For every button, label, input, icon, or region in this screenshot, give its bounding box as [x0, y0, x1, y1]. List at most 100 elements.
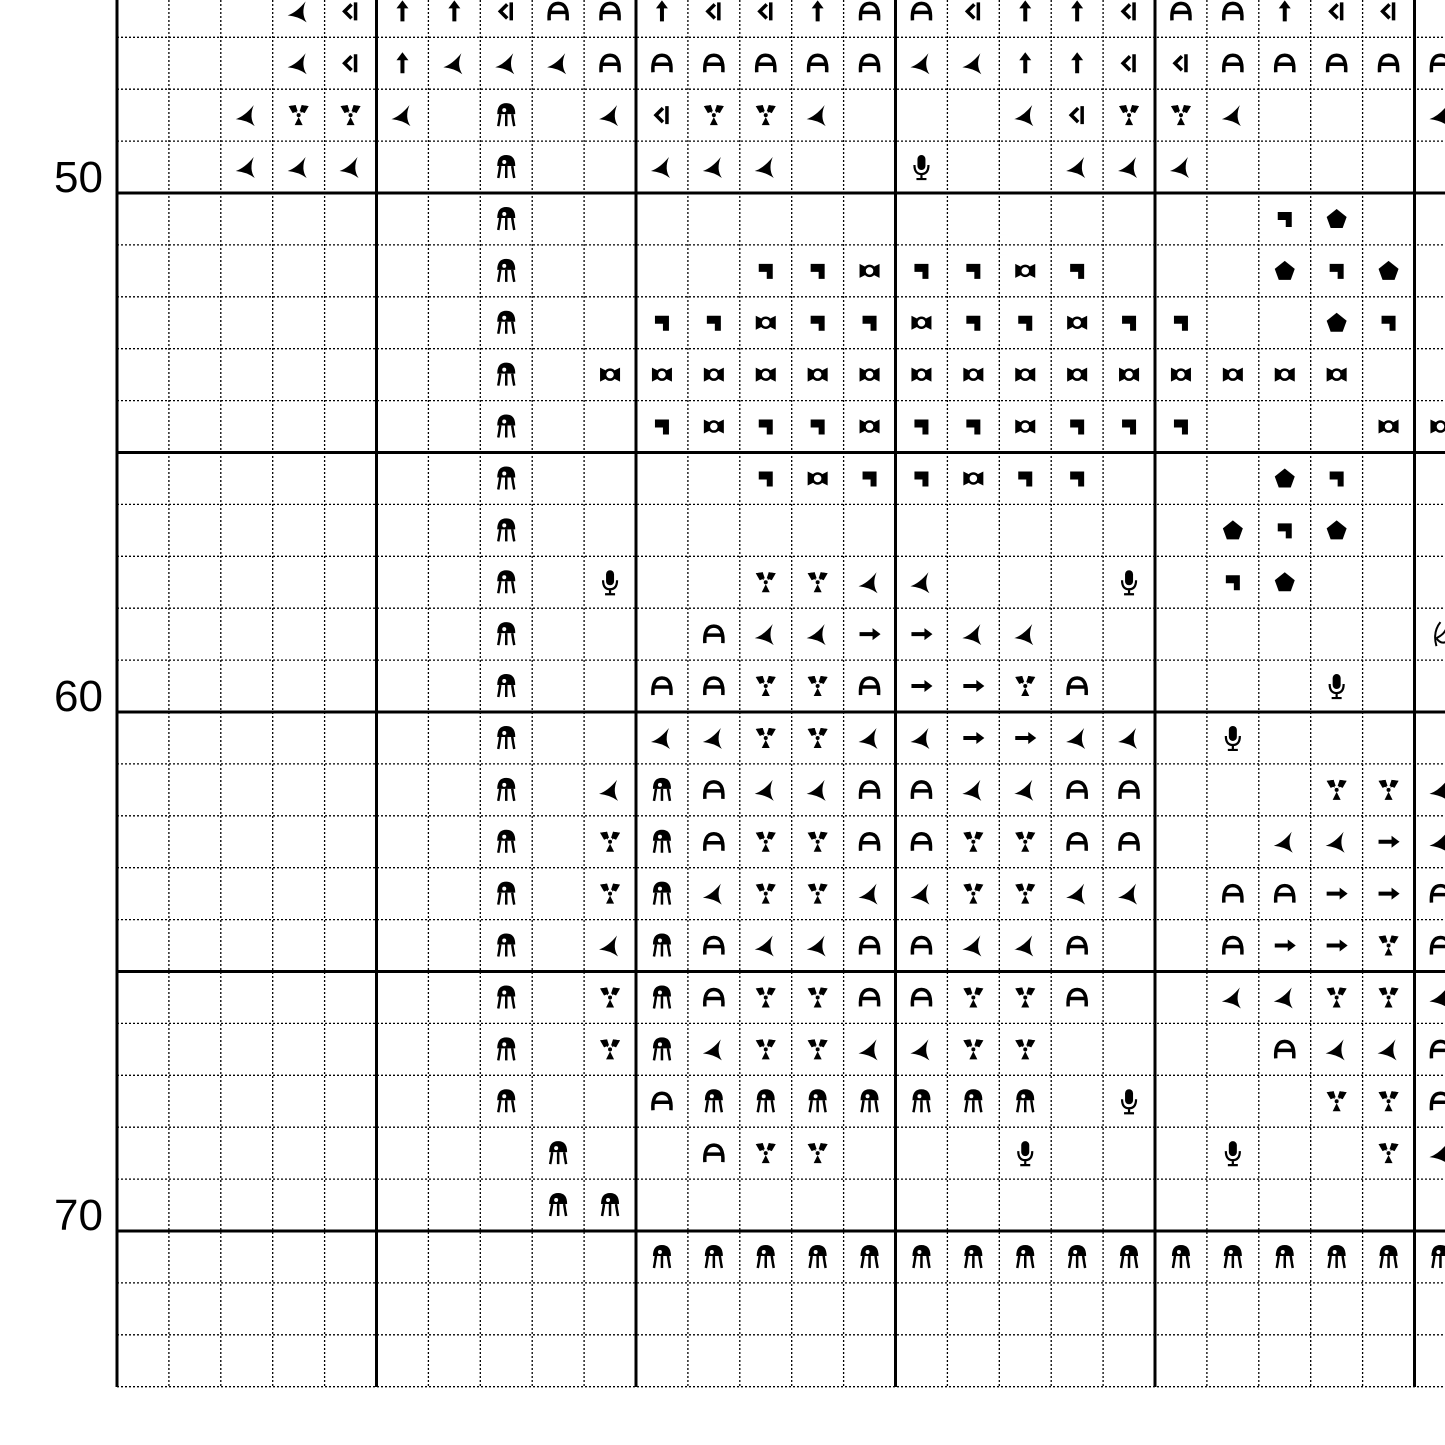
right-arrow-symbol [1378, 887, 1400, 900]
jellyfish-symbol [496, 205, 517, 232]
tripod-symbol [1429, 987, 1445, 1009]
microphone-symbol [601, 569, 619, 596]
block-symbol [810, 315, 825, 331]
trefoil-symbol [1326, 779, 1347, 800]
bracket-symbol [342, 0, 358, 23]
tripod-symbol [1066, 727, 1086, 749]
trefoil-symbol [963, 883, 984, 904]
jellyfish-symbol [807, 1088, 828, 1114]
bowtie-symbol [754, 314, 777, 331]
trefoil-symbol [1326, 987, 1347, 1008]
arch-symbol [703, 676, 725, 697]
trefoil-symbol [807, 1039, 828, 1060]
tripod-symbol [754, 157, 774, 179]
bracket-symbol [758, 0, 773, 23]
block-symbol [1122, 419, 1137, 435]
arch-symbol [858, 780, 881, 801]
up-arrow-symbol [396, 0, 409, 22]
pentagon-symbol [1326, 312, 1347, 332]
jellyfish-symbol [1430, 1243, 1445, 1270]
arch-symbol [651, 676, 673, 697]
microphone-symbol [1120, 1088, 1138, 1115]
jellyfish-symbol [547, 1191, 569, 1218]
pentagon-symbol [1274, 572, 1295, 592]
block-symbol [706, 315, 721, 331]
tripod-symbol [599, 105, 619, 127]
bowtie-symbol [858, 262, 881, 280]
tripod-symbol [702, 727, 722, 749]
tripod-symbol [1169, 157, 1189, 179]
tripod-symbol [1429, 105, 1445, 127]
tripod-symbol [858, 1039, 878, 1061]
jellyfish-symbol [651, 1243, 673, 1270]
trefoil-symbol [807, 572, 828, 593]
bracket-symbol [1069, 104, 1084, 126]
trefoil-symbol [1015, 883, 1036, 904]
microphone-symbol [1120, 569, 1138, 596]
arch-symbol [910, 935, 933, 957]
bracket-symbol [1328, 0, 1344, 23]
jellyfish-symbol [1326, 1243, 1347, 1270]
bracket-symbol [1121, 0, 1136, 23]
trefoil-symbol [755, 831, 776, 852]
bowtie-symbol [598, 366, 622, 383]
arch-symbol [1429, 1091, 1445, 1112]
up-arrow-symbol [811, 0, 824, 22]
block-symbol [914, 471, 929, 487]
arch-symbol [858, 832, 881, 853]
block-symbol [758, 471, 773, 487]
jellyfish-symbol [1274, 1243, 1295, 1270]
jellyfish-symbol [1222, 1243, 1244, 1270]
right-arrow-symbol [1274, 939, 1296, 952]
jellyfish-symbol [496, 1088, 517, 1114]
bowtie-symbol [806, 366, 829, 383]
block-symbol [810, 419, 825, 435]
trefoil-symbol [1119, 105, 1140, 126]
tripod-symbol [650, 727, 670, 749]
arch-symbol [1377, 53, 1400, 74]
block-symbol [758, 263, 773, 279]
block-symbol [1173, 315, 1188, 331]
tripod-symbol [391, 105, 411, 127]
jellyfish-symbol [755, 1243, 776, 1270]
tripod-symbol [858, 883, 878, 905]
arch-symbol [599, 1, 621, 23]
tripod-symbol [858, 572, 878, 594]
jellyfish-symbol [496, 1036, 517, 1062]
jellyfish-symbol [547, 1139, 569, 1166]
trefoil-symbol [600, 987, 621, 1008]
tripod-symbol [806, 779, 826, 801]
block-symbol [1277, 523, 1292, 539]
tripod-symbol [962, 53, 982, 75]
pentagon-symbol [1274, 260, 1295, 280]
up-arrow-symbol [396, 52, 409, 74]
jellyfish-symbol [911, 1088, 932, 1114]
trefoil-symbol [600, 1039, 621, 1060]
trefoil-symbol [1015, 676, 1036, 697]
bowtie-symbol [1014, 366, 1037, 383]
trefoil-symbol [755, 987, 776, 1008]
tripod-symbol [547, 53, 567, 75]
trefoil-symbol [1378, 1143, 1399, 1164]
trefoil-symbol [703, 105, 724, 126]
jellyfish-symbol [496, 517, 517, 543]
jellyfish-symbol [911, 1243, 932, 1270]
up-arrow-symbol [448, 0, 461, 22]
jellyfish-symbol [496, 413, 517, 439]
bowtie-symbol [910, 366, 933, 383]
block-symbol [1070, 419, 1085, 435]
right-arrow-symbol [911, 628, 933, 641]
jellyfish-symbol [496, 101, 517, 128]
block-symbol [1329, 263, 1344, 279]
jellyfish-symbol [496, 932, 517, 958]
jellyfish-symbol [859, 1243, 880, 1270]
tripod-symbol [1377, 1039, 1397, 1061]
bowtie-symbol [1014, 262, 1037, 280]
arch-symbol [1066, 780, 1088, 801]
tripod-symbol [858, 727, 878, 749]
up-arrow-symbol [655, 0, 668, 22]
jellyfish-symbol [496, 620, 517, 647]
jellyfish-symbol [1066, 1243, 1088, 1270]
arch-symbol [1429, 1039, 1445, 1061]
